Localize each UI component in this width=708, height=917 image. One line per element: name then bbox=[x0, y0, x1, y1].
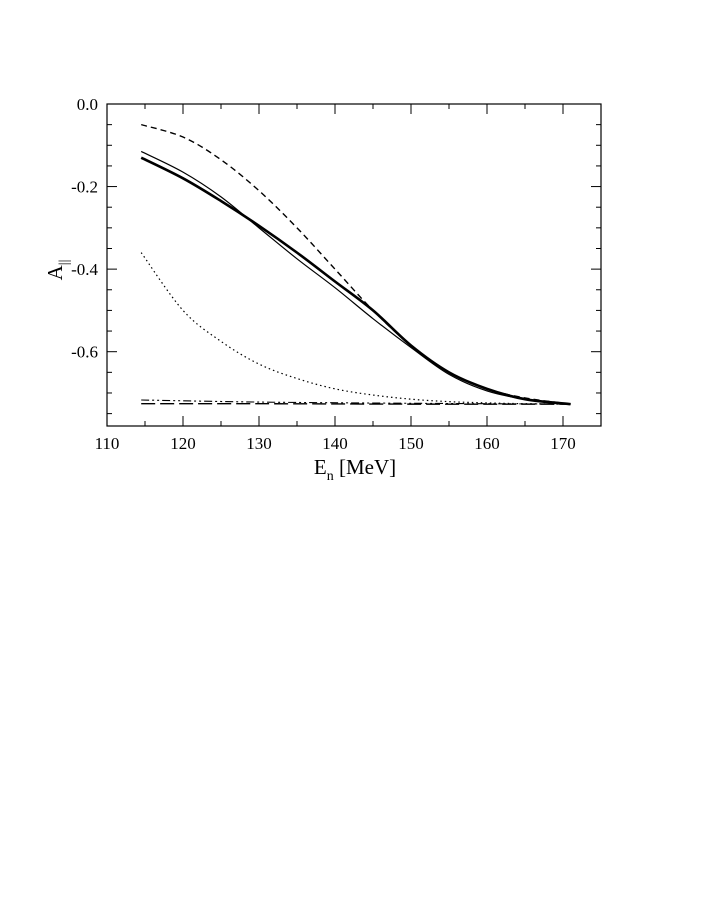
plot-frame bbox=[106, 103, 602, 427]
x-tick-label: 110 bbox=[95, 434, 120, 453]
series-line-dashed bbox=[141, 123, 571, 405]
x-axis-title: En [MeV] bbox=[314, 455, 396, 484]
x-tick-label: 170 bbox=[550, 434, 576, 453]
y-tick-label: -0.2 bbox=[71, 178, 98, 197]
x-tick-label: 120 bbox=[170, 434, 196, 453]
x-tick-label: 130 bbox=[246, 434, 272, 453]
x-tick-label: 150 bbox=[398, 434, 424, 453]
labels-layer: 110 120 130 140 150 160 170 0.0 -0.2 -0.4 -0.6 bbox=[71, 95, 576, 453]
series-line-dotted bbox=[140, 252, 571, 405]
series-line-solid-thin bbox=[140, 150, 571, 405]
series-layer bbox=[140, 123, 571, 406]
x-tick-label: 140 bbox=[322, 434, 348, 453]
series-line-solid-thick bbox=[140, 156, 571, 406]
y-axis-title: A|| bbox=[43, 260, 72, 281]
ticks-layer bbox=[106, 103, 602, 426]
y-tick-label: 0.0 bbox=[77, 95, 98, 114]
y-tick-label: -0.6 bbox=[71, 343, 98, 362]
x-tick-label: 160 bbox=[474, 434, 500, 453]
y-tick-label: -0.4 bbox=[71, 260, 98, 279]
